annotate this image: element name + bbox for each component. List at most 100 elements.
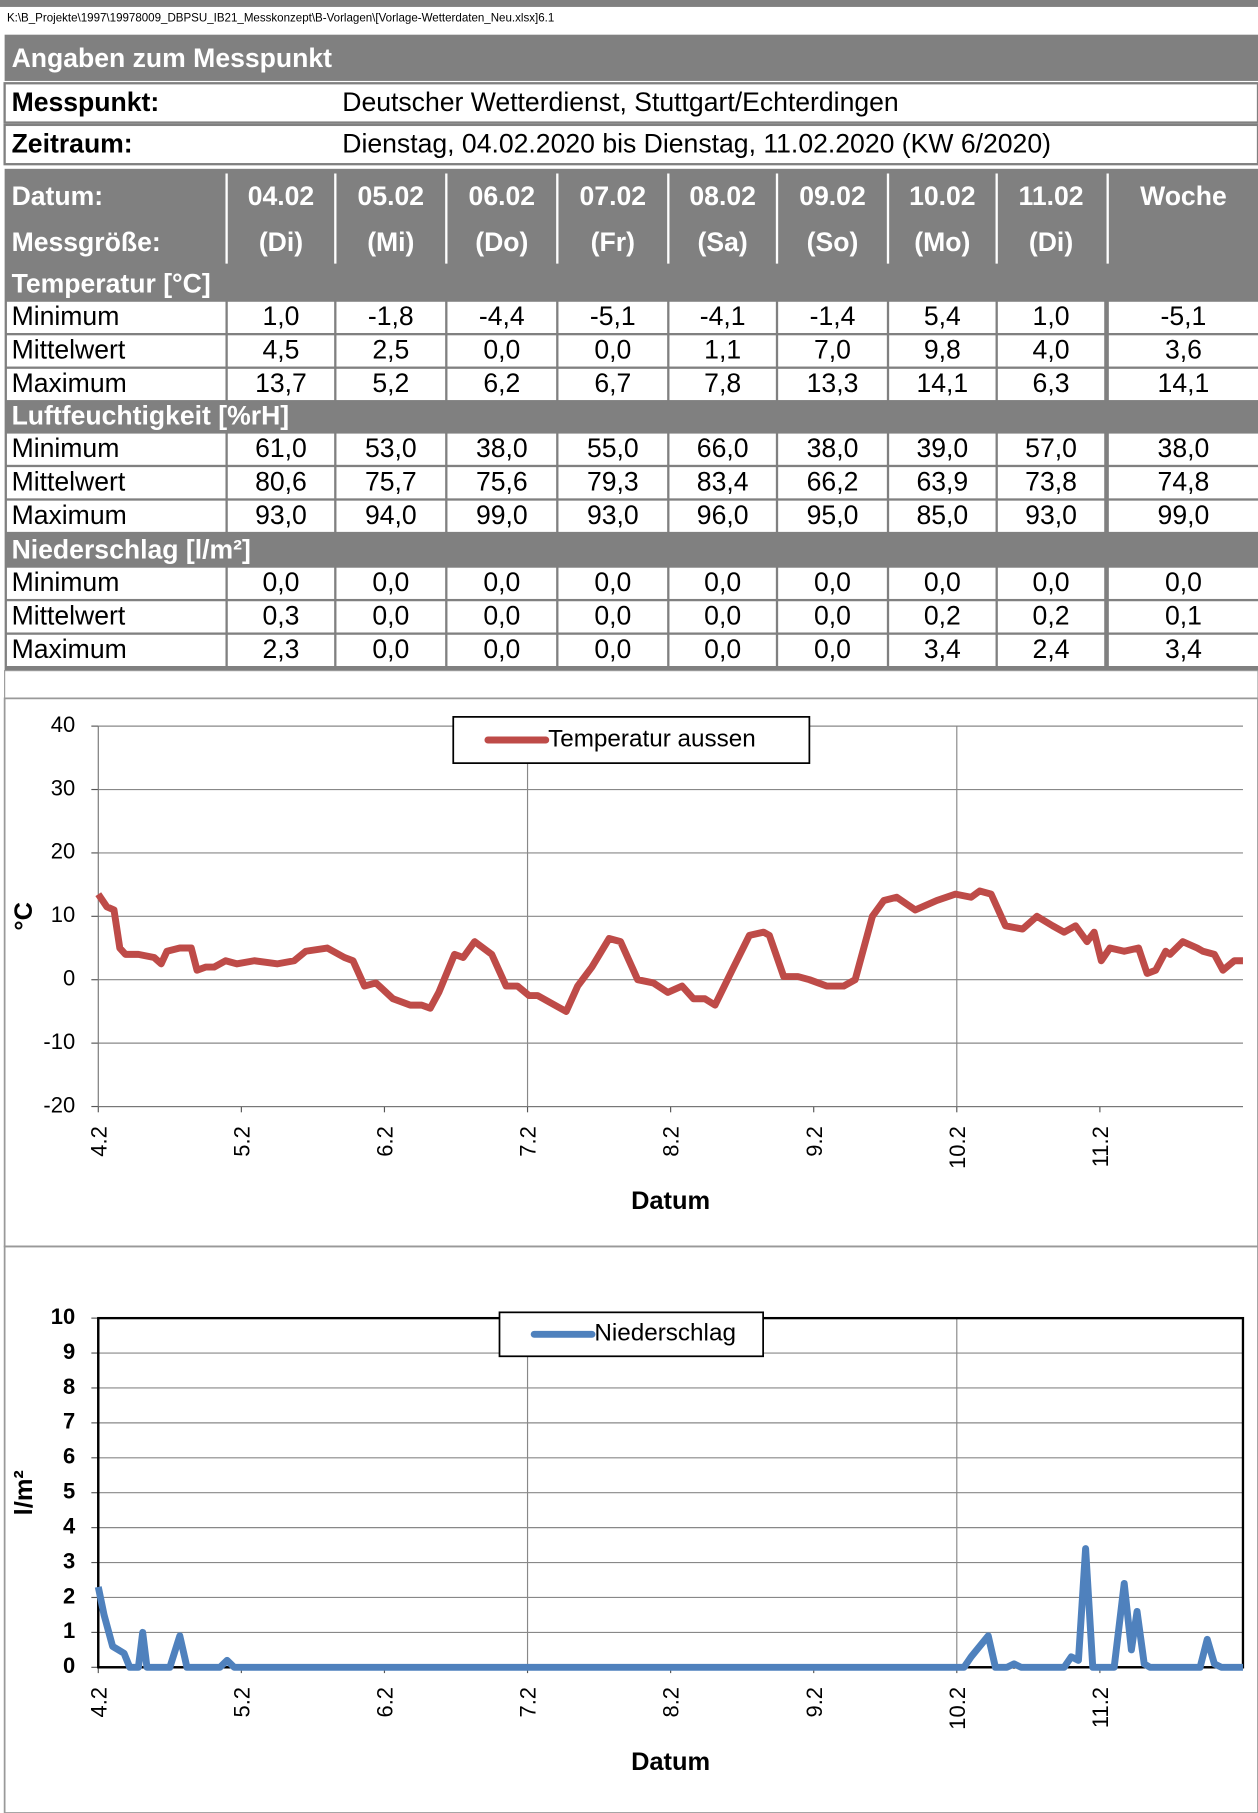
cell bbox=[997, 433, 1105, 465]
cell-text: 0,0 bbox=[594, 600, 631, 630]
cell-text: 94,0 bbox=[365, 500, 417, 530]
cell bbox=[447, 368, 557, 401]
cell-text: Mittelwert bbox=[12, 466, 126, 496]
cell-text: 6,3 bbox=[1033, 368, 1070, 398]
info-value: Dienstag, 04.02.2020 bis Dienstag, 11.02… bbox=[342, 129, 1051, 159]
y-tick-label: 30 bbox=[51, 775, 75, 800]
cell bbox=[227, 567, 335, 599]
cell-text: -4,4 bbox=[479, 301, 525, 331]
cell bbox=[447, 601, 557, 633]
header-cell: (Sa) bbox=[698, 227, 748, 257]
cell-text: 0,0 bbox=[814, 567, 851, 597]
header-cell: (Di) bbox=[1029, 227, 1073, 257]
cell bbox=[558, 467, 668, 499]
cell-text: 0,0 bbox=[483, 634, 520, 664]
cell-text: Minimum bbox=[12, 301, 120, 331]
cell-text: 7,0 bbox=[814, 335, 851, 365]
cell bbox=[778, 467, 887, 499]
y-tick-label: -10 bbox=[43, 1029, 75, 1054]
x-tick-label: 10.2 bbox=[945, 1687, 970, 1730]
cell-text: 13,7 bbox=[255, 368, 307, 398]
file-path: K:\B_Projekte\1997\19978009_DBPSU_IB21_M… bbox=[7, 13, 554, 25]
cell bbox=[1108, 567, 1258, 599]
cell bbox=[558, 500, 668, 532]
cell bbox=[6, 500, 226, 532]
header-cell: 05.02 bbox=[358, 181, 425, 211]
cell bbox=[227, 500, 335, 532]
cell bbox=[6, 601, 226, 633]
header-cell: 06.02 bbox=[469, 181, 536, 211]
cell-text: 1,0 bbox=[262, 301, 299, 331]
x-tick-label: 11.2 bbox=[1088, 1687, 1113, 1728]
top-strip bbox=[0, 0, 1258, 7]
cell-text: 2,3 bbox=[262, 634, 299, 664]
y-tick-label: -20 bbox=[43, 1092, 75, 1117]
y-tick-label: 5 bbox=[63, 1479, 75, 1504]
header-cell: 10.02 bbox=[909, 181, 976, 211]
cell-text: 2,4 bbox=[1033, 634, 1070, 664]
cell bbox=[778, 433, 887, 465]
cell-text: 75,6 bbox=[476, 466, 528, 496]
cell bbox=[1108, 601, 1258, 633]
cell-text: 0,0 bbox=[594, 567, 631, 597]
cell bbox=[669, 467, 776, 499]
cell bbox=[889, 567, 996, 599]
cell bbox=[447, 567, 557, 599]
cell-text: -4,1 bbox=[700, 301, 746, 331]
cell-text: 0,0 bbox=[924, 567, 961, 597]
cell-text: 6,2 bbox=[483, 368, 520, 398]
header-cell: (Fr) bbox=[591, 227, 635, 257]
section-title: Angaben zum Messpunkt bbox=[12, 43, 333, 73]
x-tick-label: 6.2 bbox=[373, 1687, 398, 1718]
cell-text: Maximum bbox=[12, 634, 127, 664]
cell-text: 7,8 bbox=[704, 368, 741, 398]
cell bbox=[1108, 433, 1258, 465]
cell bbox=[997, 567, 1105, 599]
header-cell: (Di) bbox=[259, 227, 303, 257]
blank-row bbox=[4, 670, 1258, 699]
cell bbox=[669, 567, 776, 599]
info-row bbox=[3, 82, 1258, 124]
cell bbox=[778, 335, 887, 367]
cell bbox=[447, 301, 557, 333]
group-title: Temperatur [°C] bbox=[12, 269, 211, 299]
cell bbox=[336, 634, 446, 666]
info-label: Messpunkt: bbox=[12, 87, 160, 117]
cell-text: Minimum bbox=[12, 433, 120, 463]
cell-text: 0,0 bbox=[372, 634, 409, 664]
header-cell: Datum: bbox=[12, 181, 104, 211]
cell-text: 3,4 bbox=[924, 634, 961, 664]
cell-text: 99,0 bbox=[476, 500, 528, 530]
cell bbox=[778, 601, 887, 633]
cell bbox=[997, 500, 1105, 532]
cell bbox=[447, 500, 557, 532]
cell-text: 1,0 bbox=[1033, 301, 1070, 331]
cell bbox=[889, 335, 996, 367]
cell bbox=[336, 601, 446, 633]
cell-text: 0,2 bbox=[1033, 600, 1070, 630]
cell-text: 0,0 bbox=[483, 600, 520, 630]
cell bbox=[558, 433, 668, 465]
cell bbox=[889, 433, 996, 465]
cell-text: 66,2 bbox=[807, 466, 859, 496]
cell bbox=[889, 500, 996, 532]
header-cell: 11.02 bbox=[1019, 181, 1084, 211]
cell bbox=[778, 368, 887, 401]
cell-text: 0,0 bbox=[704, 600, 741, 630]
cell bbox=[6, 634, 226, 666]
y-tick-label: 9 bbox=[63, 1339, 75, 1364]
cell-text: Maximum bbox=[12, 368, 127, 398]
info-label: Zeitraum: bbox=[12, 129, 133, 159]
cell bbox=[558, 301, 668, 333]
cell bbox=[669, 368, 776, 401]
cell-text: 66,0 bbox=[697, 433, 749, 463]
cell-text: 93,0 bbox=[587, 500, 639, 530]
cell-text: 96,0 bbox=[697, 500, 749, 530]
y-tick-label: 40 bbox=[51, 712, 75, 737]
y-tick-label: 8 bbox=[63, 1374, 75, 1399]
cell bbox=[336, 301, 446, 333]
y-tick-label: 4 bbox=[63, 1513, 76, 1538]
cell-text: 74,8 bbox=[1158, 466, 1210, 496]
data-line bbox=[94, 1545, 1243, 1671]
cell-text: 0,0 bbox=[1033, 567, 1070, 597]
